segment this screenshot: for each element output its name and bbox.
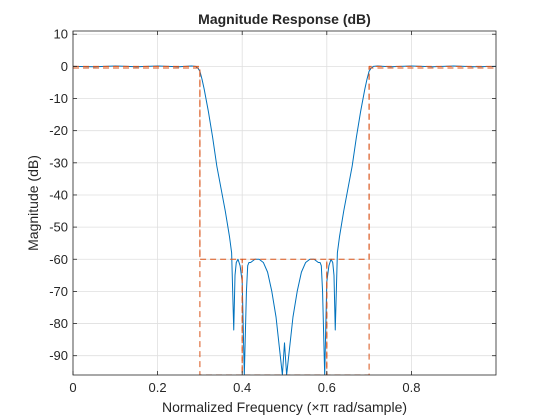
specification-mask-line [73, 67, 496, 375]
x-tick-label: 0.6 [318, 380, 336, 395]
y-tick-label: -50 [49, 220, 68, 235]
x-tick-label: 0.4 [233, 380, 251, 395]
y-tick-label: 10 [54, 27, 68, 42]
y-tick-label: -90 [49, 348, 68, 363]
y-tick-label: -40 [49, 187, 68, 202]
y-tick-label: 0 [61, 59, 68, 74]
magnitude-response-line [73, 65, 496, 375]
x-tick-label: 0 [69, 380, 76, 395]
y-tick-label: -20 [49, 123, 68, 138]
x-tick-label: 0.2 [149, 380, 167, 395]
y-tick-label: -80 [49, 316, 68, 331]
axes-box [72, 30, 497, 376]
tick-marks [72, 31, 496, 375]
y-tick-label: -10 [49, 91, 68, 106]
y-tick-label: -60 [49, 252, 68, 267]
y-tick-label: -30 [49, 155, 68, 170]
x-axis-label: Normalized Frequency (×π rad/sample) [162, 399, 407, 415]
x-tick-label: 0.8 [402, 380, 420, 395]
series-layer [73, 65, 496, 375]
chart-title: Magnitude Response (dB) [198, 11, 371, 27]
y-tick-label: -70 [49, 284, 68, 299]
y-axis-label: Magnitude (dB) [25, 155, 41, 251]
plot-area[interactable] [73, 31, 496, 375]
